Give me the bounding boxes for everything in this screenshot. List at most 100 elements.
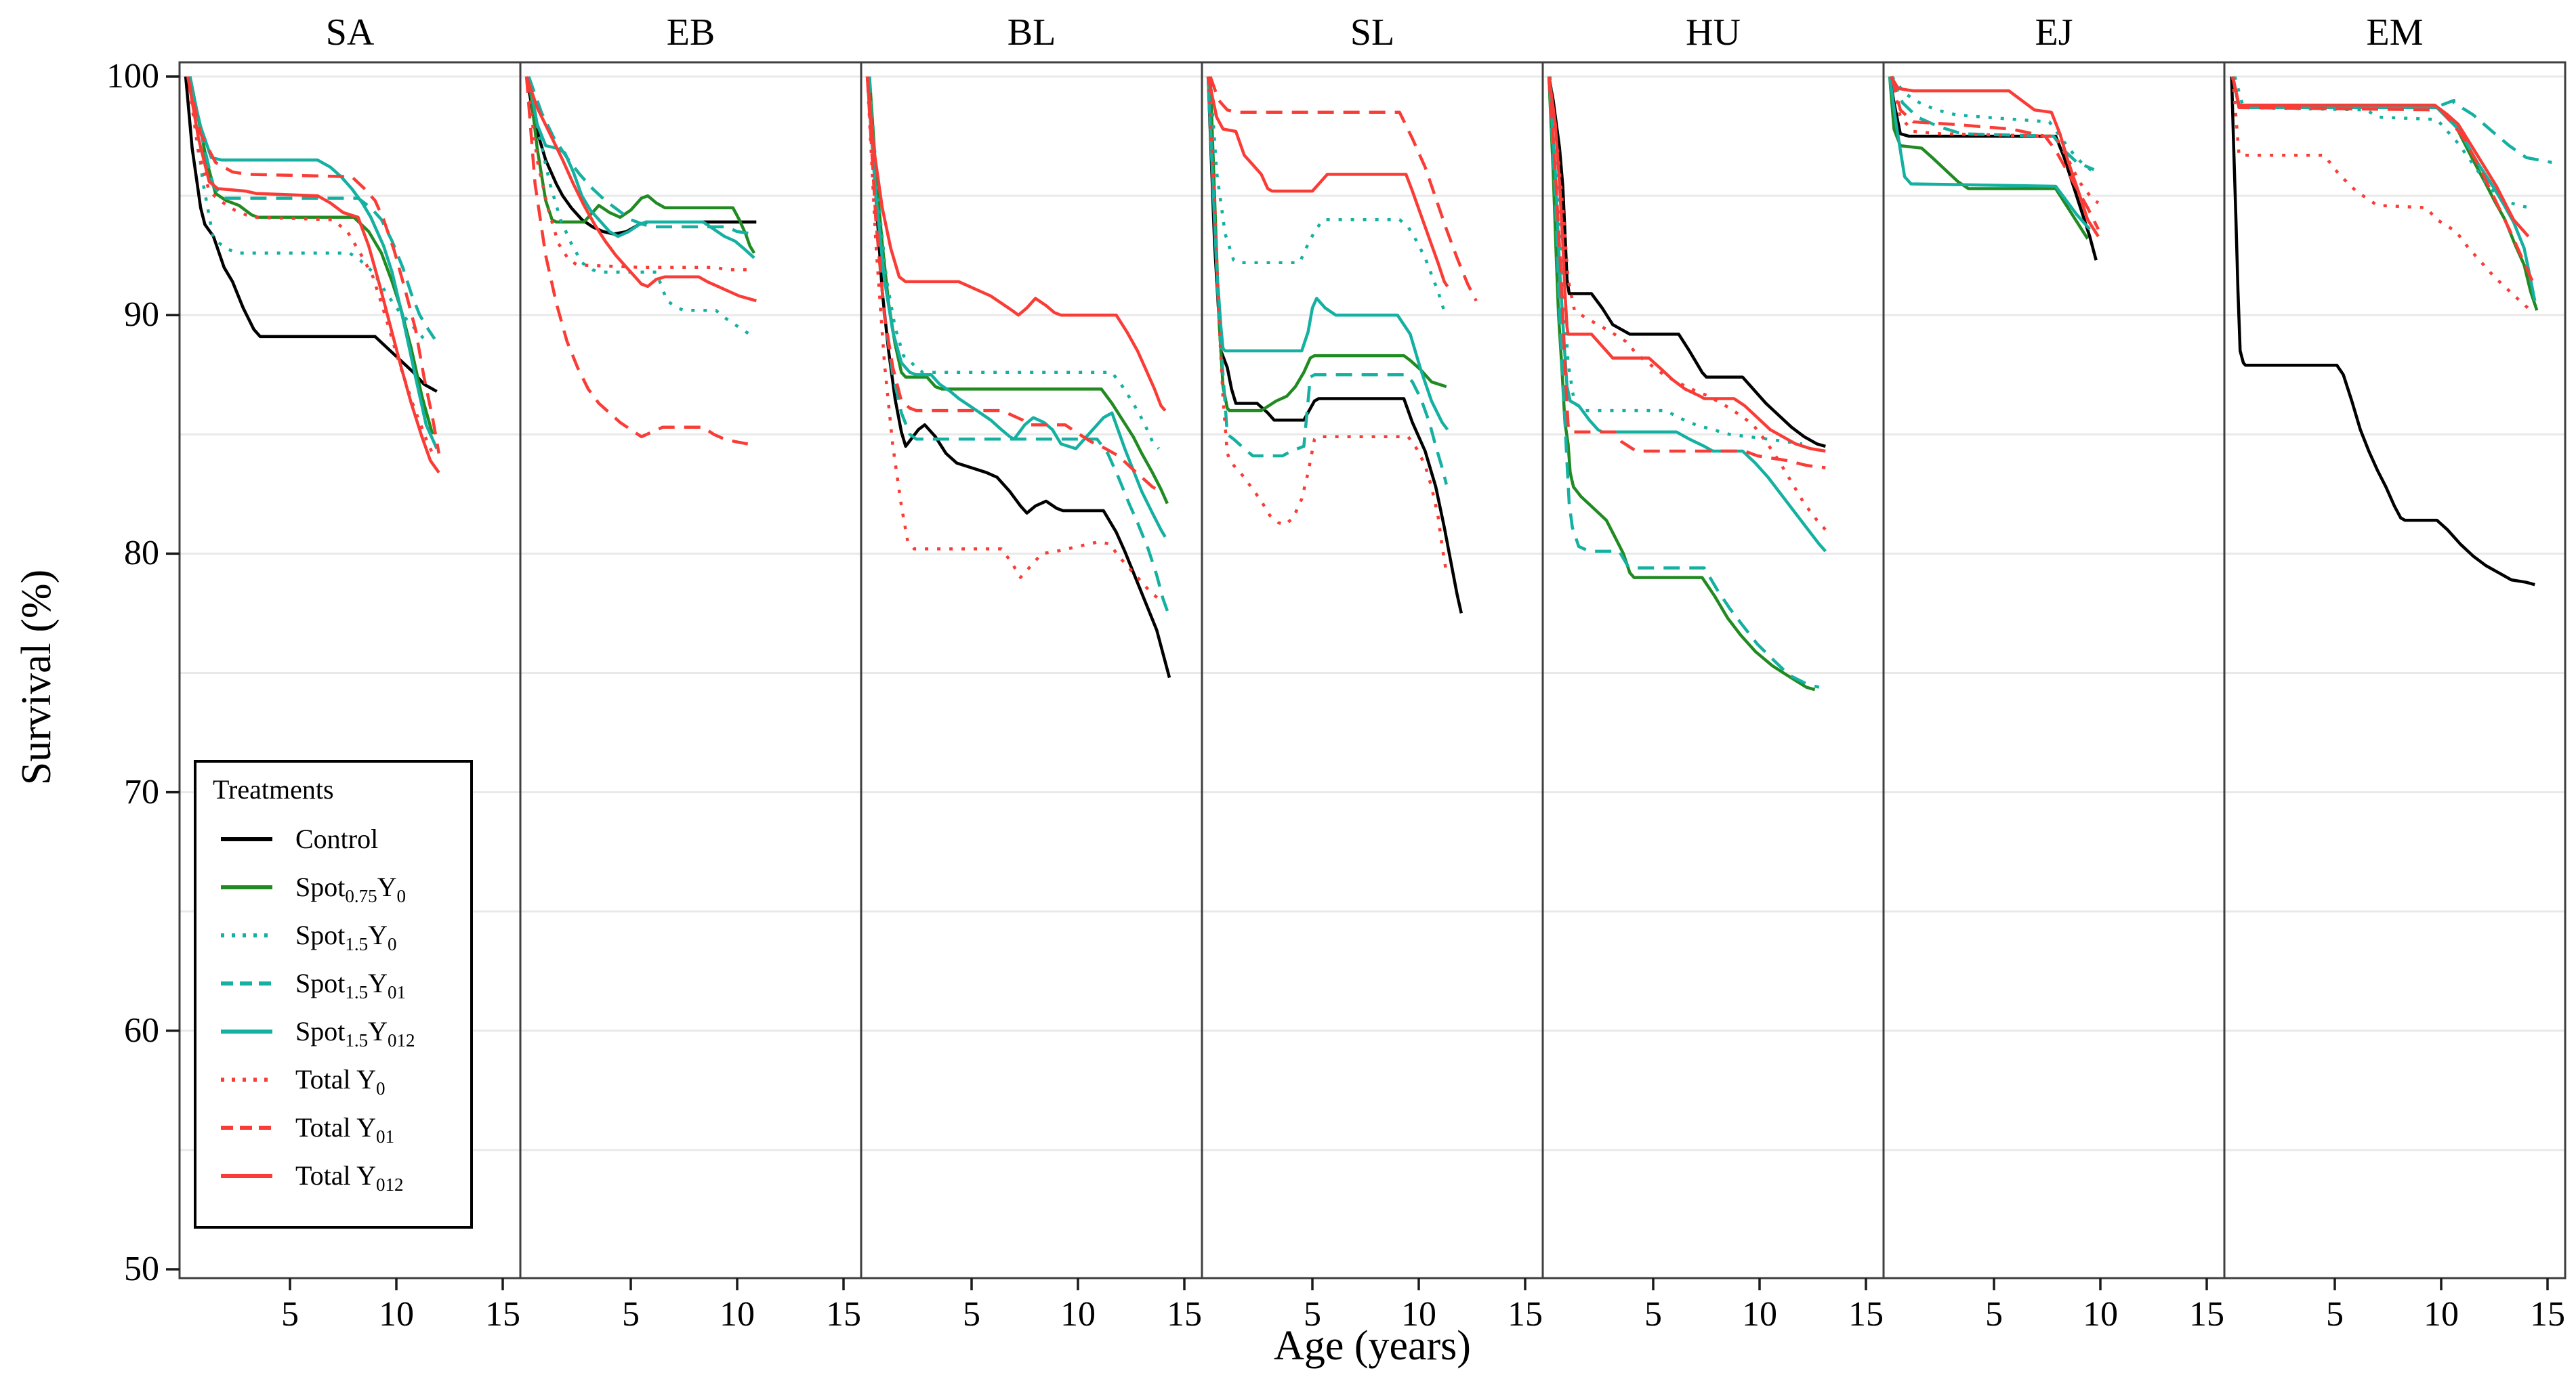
series-EM-total_y0 xyxy=(2231,76,2532,312)
legend-item-control: Control xyxy=(213,815,470,863)
series-EB-spot15_y01 xyxy=(527,76,755,236)
series-HU-total_y0 xyxy=(1547,76,1827,531)
series-HU-spot15_y01 xyxy=(1547,76,1820,689)
x-tick-label-SA-10: 10 xyxy=(379,1295,414,1334)
y-axis-title: Survival (%) xyxy=(14,569,60,786)
legend-title: Treatments xyxy=(213,774,334,805)
x-tick-label-SA-5: 5 xyxy=(281,1295,299,1334)
legend-box: Treatments Control Spot0.75Y0 Spot1.5Y0 Spo… xyxy=(194,760,473,1229)
series-EB-total_y01 xyxy=(524,76,749,446)
series-SA-spot15_y0 xyxy=(188,76,428,343)
legend-label-spot15_y012: Spot1.5Y012 xyxy=(295,1016,415,1051)
series-HU-control xyxy=(1547,76,1826,448)
legend-item-total_y0: Total Y0 xyxy=(213,1055,470,1103)
legend-item-spot15_y012: Spot1.5Y012 xyxy=(213,1007,470,1055)
series-SL-control xyxy=(1206,76,1463,614)
legend-label-spot15_y01: Spot1.5Y01 xyxy=(295,968,406,1002)
x-tick-label-HU-15: 15 xyxy=(1848,1295,1884,1334)
panel-border-SL xyxy=(1201,61,1544,1279)
panel-BL xyxy=(860,61,1203,1290)
legend-item-total_y012: Total Y012 xyxy=(213,1151,470,1200)
series-EJ-total_y01 xyxy=(1890,76,2100,230)
legend-item-spot15_y0: Spot1.5Y0 xyxy=(213,911,470,959)
series-EB-spot15_y0 xyxy=(527,76,755,338)
series-BL-total_y0 xyxy=(865,76,1160,601)
series-EM-total_y012 xyxy=(2231,76,2530,238)
x-tick-label-SL-10: 10 xyxy=(1401,1295,1436,1334)
series-EB-total_y012 xyxy=(524,76,757,303)
series-EM-control xyxy=(2230,76,2535,587)
x-tick-label-EM-5: 5 xyxy=(2326,1295,2344,1334)
panel-EM xyxy=(2223,61,2567,1290)
x-tick-label-EJ-10: 10 xyxy=(2083,1295,2118,1334)
series-EB-total_y0 xyxy=(524,76,748,272)
legend-label-total_y01: Total Y01 xyxy=(295,1112,395,1147)
legend-rows: Control Spot0.75Y0 Spot1.5Y0 Spot1.5Y01 Spot… xyxy=(213,815,470,1200)
panel-border-HU xyxy=(1541,61,1885,1279)
legend-swatch-solid-line xyxy=(221,885,272,889)
strip-label-SL: SL xyxy=(1350,12,1395,54)
x-tick-label-BL-5: 5 xyxy=(963,1295,980,1334)
legend-swatch-dotted-line xyxy=(221,1077,272,1082)
legend-swatch-dashed-line xyxy=(221,1125,272,1130)
panel-border-BL xyxy=(860,61,1203,1279)
series-SL-spot15_y01 xyxy=(1206,76,1448,485)
x-tick-label-BL-15: 15 xyxy=(1167,1295,1202,1334)
panel-EB xyxy=(519,61,863,1290)
x-axis-title: Age (years) xyxy=(1274,1323,1471,1369)
series-SL-spot075_y0 xyxy=(1209,76,1447,412)
series-EJ-total_y0 xyxy=(1890,76,2100,205)
y-tick-label-60: 60 xyxy=(124,1011,159,1050)
series-SL-total_y012 xyxy=(1206,76,1449,288)
series-EJ-total_y012 xyxy=(1889,75,2100,238)
series-HU-spot15_y0 xyxy=(1548,76,1803,446)
y-tick-label-70: 70 xyxy=(124,772,159,811)
x-tick-label-SL-5: 5 xyxy=(1304,1295,1321,1334)
legend-swatch-dashed-line xyxy=(221,981,272,986)
series-SL-spot15_y012 xyxy=(1206,76,1449,431)
series-SA-control xyxy=(184,76,438,393)
x-tick-label-EB-5: 5 xyxy=(622,1295,640,1334)
strip-label-EJ: EJ xyxy=(2035,12,2073,54)
strip-label-EB: EB xyxy=(666,12,715,54)
legend-swatch-solid-line xyxy=(221,1173,272,1178)
strip-label-SA: SA xyxy=(325,12,375,54)
series-BL-total_y01 xyxy=(865,76,1162,493)
panel-HU xyxy=(1541,61,1885,1290)
panel-border-EM xyxy=(2223,61,2567,1279)
series-BL-spot15_y012 xyxy=(865,76,1167,538)
x-tick-label-EJ-15: 15 xyxy=(2189,1295,2224,1334)
x-tick-label-EB-10: 10 xyxy=(720,1295,755,1334)
y-tick-label-90: 90 xyxy=(124,295,159,335)
series-EB-spot075_y0 xyxy=(527,76,756,254)
y-tick-label-80: 80 xyxy=(124,534,159,573)
series-EB-spot15_y012 xyxy=(527,76,755,259)
series-EM-spot15_y01 xyxy=(2231,76,2552,165)
panel-EJ xyxy=(1882,61,2226,1290)
series-HU-total_y01 xyxy=(1547,76,1826,469)
series-HU-total_y012 xyxy=(1547,76,1826,453)
panel-SA xyxy=(178,61,522,1290)
x-tick-label-EM-15: 15 xyxy=(2530,1295,2565,1334)
x-tick-label-HU-10: 10 xyxy=(1742,1295,1777,1334)
legend-label-spot15_y0: Spot1.5Y0 xyxy=(295,920,397,954)
x-tick-label-SL-15: 15 xyxy=(1508,1295,1543,1334)
legend-swatch-dotted-line xyxy=(221,933,272,937)
legend-item-total_y01: Total Y01 xyxy=(213,1103,470,1151)
series-SL-total_y0 xyxy=(1206,76,1449,573)
series-EM-spot15_y012 xyxy=(2231,76,2537,301)
series-BL-total_y012 xyxy=(865,76,1167,412)
x-tick-label-HU-5: 5 xyxy=(1644,1295,1662,1334)
x-tick-label-EB-15: 15 xyxy=(826,1295,861,1334)
legend-label-spot075_y0: Spot0.75Y0 xyxy=(295,872,406,906)
series-EJ-control xyxy=(1888,76,2098,261)
x-tick-label-EJ-5: 5 xyxy=(1985,1295,2003,1334)
legend-swatch-solid-line xyxy=(221,1029,272,1034)
panel-border-EJ xyxy=(1882,61,2226,1279)
series-BL-spot15_y0 xyxy=(868,76,1160,450)
series-SA-total_y01 xyxy=(186,76,441,454)
series-BL-spot15_y01 xyxy=(868,76,1169,612)
series-EM-total_y01 xyxy=(2231,76,2535,282)
legend-item-spot075_y0: Spot0.75Y0 xyxy=(213,863,470,911)
